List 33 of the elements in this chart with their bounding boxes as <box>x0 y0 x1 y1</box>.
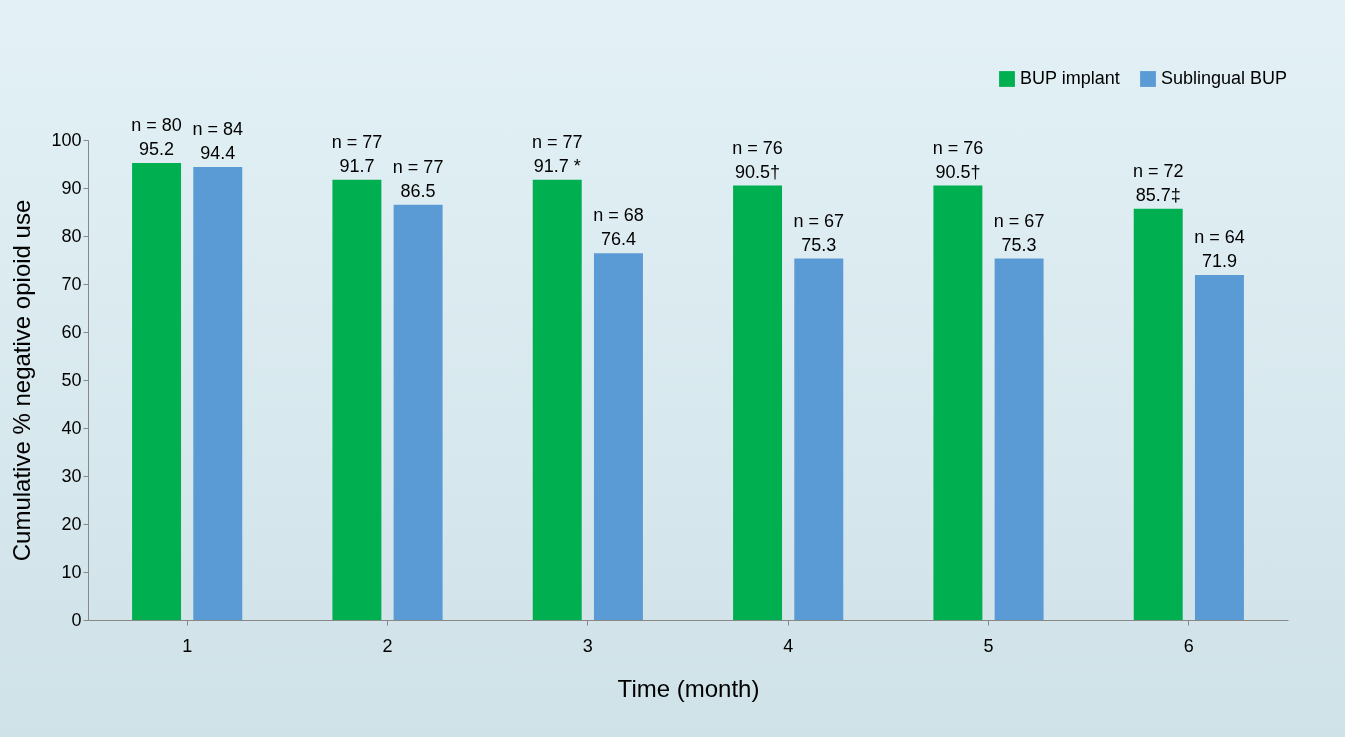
data-label: n = 68 76.4 <box>593 205 644 250</box>
y-tick-label: 70 <box>61 273 82 294</box>
y-tick-label: 90 <box>61 177 82 198</box>
y-tick-label: 20 <box>61 513 82 534</box>
y-tick-label: 60 <box>61 321 82 342</box>
y-tick-label: 0 <box>71 609 82 630</box>
y-tick-label: 30 <box>61 465 82 486</box>
x-tick-label: 5 <box>983 635 994 656</box>
y-tick-label: 50 <box>61 369 82 390</box>
y-tick-label: 10 <box>61 561 82 582</box>
legend-label: BUP implant <box>1020 68 1120 88</box>
x-tick-label: 1 <box>182 635 193 656</box>
data-label: n = 77 86.5 <box>392 156 444 201</box>
data-label: n = 77 91.7 * <box>531 131 583 176</box>
data-label: n = 76 90.5† <box>932 137 984 182</box>
data-label: n = 77 91.7 <box>331 131 383 176</box>
x-tick-label: 2 <box>382 635 393 656</box>
y-axis-title: Cumulative % negative opioid use <box>8 199 36 562</box>
data-label: n = 67 75.3 <box>993 210 1045 255</box>
data-label: n = 76 90.5† <box>732 137 783 182</box>
data-label: n = 84 94.4 <box>192 118 244 163</box>
data-label: n = 67 75.3 <box>793 210 845 255</box>
data-label: n = 64 71.9 <box>1194 226 1245 271</box>
x-tick-label: 4 <box>783 635 794 656</box>
x-tick-label: 3 <box>582 635 593 656</box>
x-tick-label: 6 <box>1183 635 1194 656</box>
y-tick-label: 80 <box>61 225 82 246</box>
y-tick-label: 40 <box>61 417 82 438</box>
data-label: n = 80 95.2 <box>131 115 182 160</box>
y-tick-label: 100 <box>51 129 82 150</box>
x-axis-title: Time (month) <box>617 674 760 702</box>
data-label: n = 72 85.7‡ <box>1132 160 1184 205</box>
legend-label: Sublingual BUP <box>1161 68 1288 88</box>
